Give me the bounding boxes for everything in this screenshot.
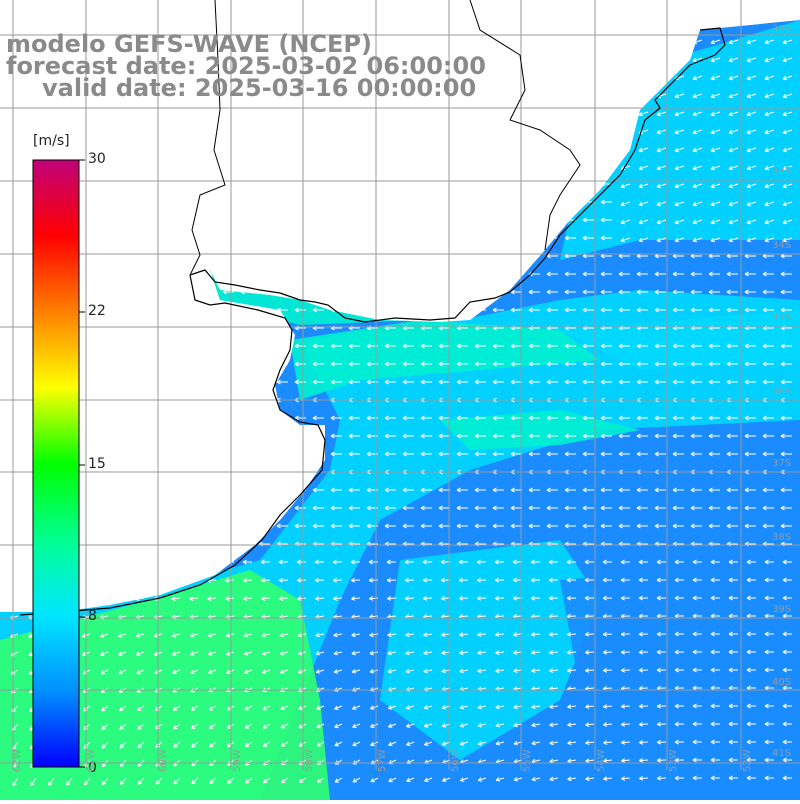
lon-label: 58W <box>304 749 315 772</box>
colorbar-tick-30: 30 <box>88 151 106 167</box>
lon-label: 56W <box>450 749 461 772</box>
title-valid-date: valid date: 2025-03-16 00:00:00 <box>42 76 476 100</box>
lat-label: 33S <box>772 166 791 177</box>
lat-label: 40S <box>772 677 791 688</box>
lon-label: 59W <box>232 749 243 772</box>
colorbar-tick-8: 8 <box>88 608 97 624</box>
lon-label: 62W <box>12 749 23 772</box>
lon-label: 54W <box>596 749 607 772</box>
lat-label: 41S <box>772 748 791 759</box>
colorbar-tick-15: 15 <box>88 456 106 472</box>
lat-label: 37S <box>772 458 791 469</box>
lon-label: 52W <box>742 749 753 772</box>
lon-label: 55W <box>522 749 533 772</box>
colorbar-unit: [m/s] <box>33 133 70 149</box>
lat-label: 38S <box>772 532 791 543</box>
lat-label: 36S <box>772 386 791 397</box>
colorbar-gradient <box>33 160 79 767</box>
lon-label: 57W <box>377 749 388 772</box>
lat-label: 34S <box>772 240 791 251</box>
lon-label: 60W <box>158 749 169 772</box>
colorbar-tick-22: 22 <box>88 303 106 319</box>
lat-label: 39S <box>772 604 791 615</box>
lat-label: 33S <box>772 24 791 35</box>
lat-label: 35S <box>772 312 791 323</box>
lon-label: 53W <box>668 749 679 772</box>
colorbar <box>33 160 85 767</box>
lon-label: 61W <box>86 749 97 772</box>
